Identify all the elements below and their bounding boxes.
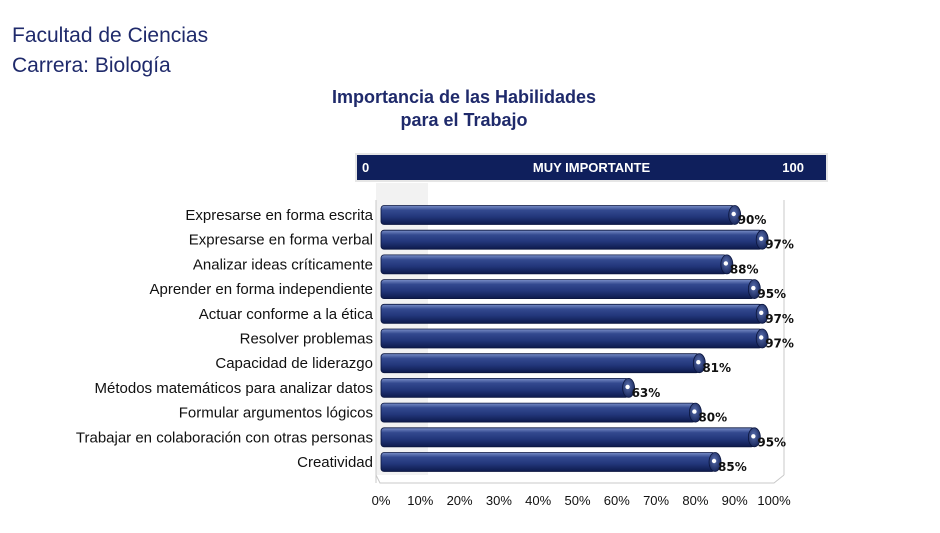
value-label: 95%: [757, 287, 786, 301]
value-label: 88%: [730, 262, 759, 276]
bar-highlight: [625, 384, 630, 390]
bar-highlight: [731, 211, 736, 217]
value-label: 95%: [757, 435, 786, 449]
bar: [380, 205, 736, 225]
bar: [380, 254, 728, 275]
category-label: Formular argumentos lógicos: [179, 405, 373, 422]
bar: [380, 303, 763, 324]
x-tick-label: 90%: [722, 493, 748, 508]
bar-highlight: [759, 236, 764, 241]
bars-group: [380, 205, 769, 472]
category-label: Trabajar en colaboración con otras perso…: [76, 429, 373, 446]
ticks-group: 0% 10% 20% 30% 40% 50% 60% 70% 80% 90% 100%: [372, 493, 791, 508]
x-tick-label: 40%: [525, 493, 551, 508]
career-subtitle: Carrera: Biología: [12, 54, 171, 77]
scale-label: MUY IMPORTANTE: [532, 160, 651, 175]
x-tick-label: 80%: [682, 493, 708, 508]
bar-highlight: [723, 261, 729, 266]
bar: [380, 377, 629, 398]
bar-highlight: [759, 335, 764, 340]
bar: [380, 229, 763, 250]
chart-title: Importancia de las Habilidades para el T…: [264, 86, 664, 132]
faculty-title: Facultad de Ciencias: [12, 24, 209, 47]
value-label: 97%: [765, 238, 794, 252]
value-label: 97%: [765, 312, 794, 326]
value-label: 90%: [738, 213, 767, 227]
x-tick-label: 20%: [447, 493, 473, 508]
bar-highlight: [696, 360, 701, 365]
category-label: Analizar ideas críticamente: [193, 256, 373, 273]
category-label: Capacidad de liderazgo: [215, 355, 373, 372]
importance-scale-bar: MUY IMPORTANTE 0 100: [355, 153, 828, 182]
category-label: Resolver problemas: [240, 331, 373, 348]
scale-min-label: 0: [362, 160, 370, 175]
scale-max-label: 100: [782, 160, 804, 175]
x-tick-label: 60%: [604, 493, 630, 508]
category-label: Expresarse en forma verbal: [189, 232, 373, 249]
value-label: 63%: [632, 386, 661, 400]
category-label: Expresarse en forma escrita: [185, 207, 373, 224]
value-label: 97%: [765, 337, 794, 351]
value-label: 85%: [718, 460, 747, 474]
category-label: Creatividad: [297, 454, 373, 471]
category-label: Actuar conforme a la ética: [199, 306, 374, 323]
bar-highlight: [711, 458, 717, 464]
plot-floor: [375, 474, 785, 484]
value-label: 80%: [698, 411, 727, 425]
category-label: Métodos matemáticos para analizar datos: [95, 380, 373, 397]
bar-highlight: [692, 409, 697, 414]
x-tick-label: 30%: [486, 493, 512, 508]
bar-highlight: [759, 310, 764, 315]
labels-group: Expresarse en forma escrita 90% Expresarse…: [76, 207, 794, 474]
bar: [380, 328, 763, 349]
bar: [380, 402, 696, 423]
bar: [380, 353, 700, 374]
bar: [380, 279, 755, 300]
bar: [380, 427, 755, 448]
x-tick-label: 50%: [564, 493, 590, 508]
chart-title-line-2: para el Trabajo: [400, 110, 528, 130]
x-tick-label: 10%: [407, 493, 433, 508]
chart-title-line-1: Importancia de las Habilidades: [331, 87, 597, 107]
x-tick-label: 70%: [643, 493, 669, 508]
bar-highlight: [751, 285, 756, 291]
category-label: Aprender en forma independiente: [150, 281, 374, 298]
bar-highlight: [751, 434, 756, 439]
x-tick-label: 0%: [372, 493, 391, 508]
x-tick-label: 100%: [757, 493, 791, 508]
value-label: 81%: [702, 361, 731, 375]
bar: [380, 452, 716, 472]
